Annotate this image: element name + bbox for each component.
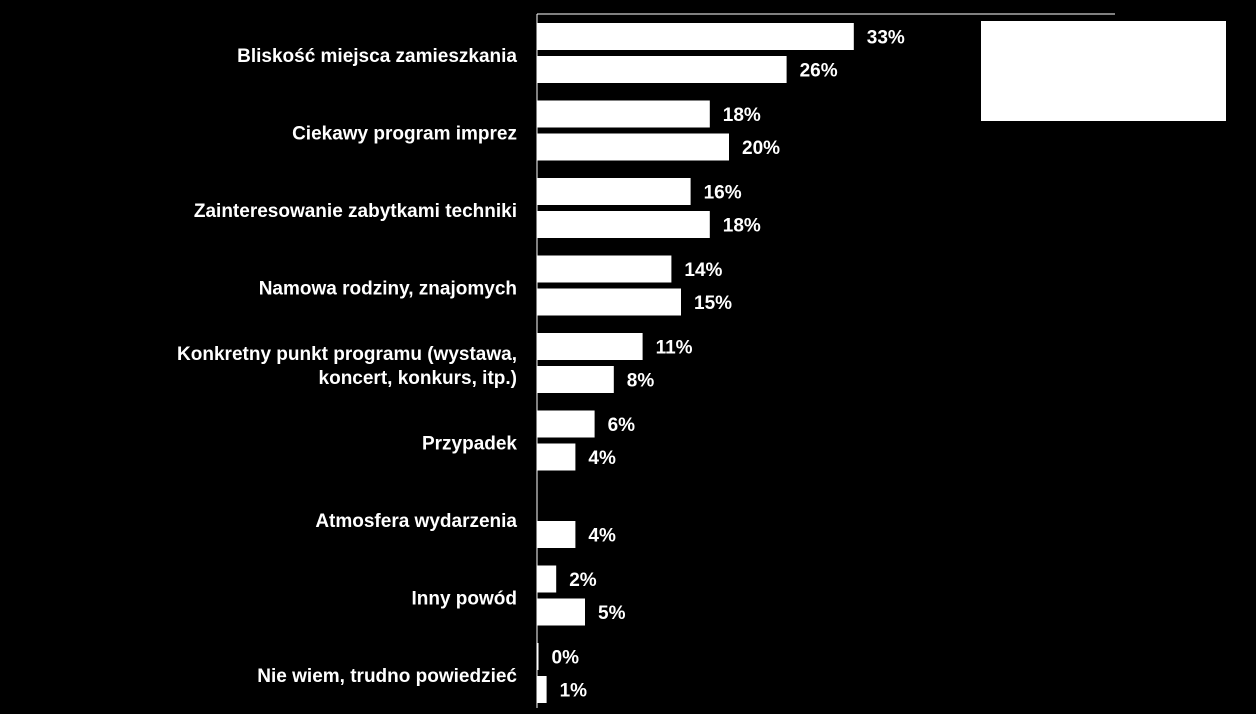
bar xyxy=(537,443,576,471)
category-label: Przypadek xyxy=(422,434,517,455)
bar xyxy=(537,56,787,83)
value-label: 6% xyxy=(608,415,636,436)
value-label: 20% xyxy=(742,138,780,159)
bar xyxy=(537,643,539,670)
value-label: 8% xyxy=(627,371,655,392)
value-label: 16% xyxy=(704,183,742,204)
bar xyxy=(537,333,643,360)
category-label: Nie wiem, trudno powiedzieć xyxy=(257,666,517,687)
bars-layer xyxy=(537,23,854,703)
value-label: 14% xyxy=(684,260,722,281)
legend-box xyxy=(981,21,1226,121)
bar xyxy=(537,133,729,161)
labels-layer: Bliskość miejsca zamieszkania 33% 26% Cieka… xyxy=(177,28,905,702)
category-label: Namowa rodziny, znajomych xyxy=(259,279,517,300)
bar xyxy=(537,366,614,393)
value-label: 0% xyxy=(552,648,580,669)
bar xyxy=(537,598,585,626)
bar xyxy=(537,178,691,205)
category-label: koncert, konkurs, itp.) xyxy=(319,368,517,389)
value-label: 18% xyxy=(723,105,761,126)
value-label: 18% xyxy=(723,216,761,237)
bar xyxy=(537,565,557,593)
bar xyxy=(537,255,672,283)
value-label: 1% xyxy=(560,681,588,702)
value-label: 4% xyxy=(588,448,616,469)
category-label: Zainteresowanie zabytkami techniki xyxy=(194,201,517,222)
value-label: 4% xyxy=(588,526,616,547)
bar xyxy=(537,211,710,238)
category-label: Inny powód xyxy=(411,589,517,610)
bar xyxy=(537,23,854,50)
bar xyxy=(537,288,681,316)
category-label: Ciekawy program imprez xyxy=(292,124,517,145)
category-label: Bliskość miejsca zamieszkania xyxy=(237,46,517,67)
value-label: 33% xyxy=(867,28,905,49)
value-label: 11% xyxy=(656,338,693,359)
category-label: Atmosfera wydarzenia xyxy=(315,511,517,532)
value-label: 26% xyxy=(800,61,838,82)
category-label: Konkretny punkt programu (wystawa, xyxy=(177,344,517,365)
value-label: 2% xyxy=(569,570,597,591)
value-label: 15% xyxy=(694,293,732,314)
bar xyxy=(537,410,595,438)
value-label: 5% xyxy=(598,603,626,624)
bar xyxy=(537,521,576,548)
bar xyxy=(537,100,710,128)
bar xyxy=(537,676,547,703)
